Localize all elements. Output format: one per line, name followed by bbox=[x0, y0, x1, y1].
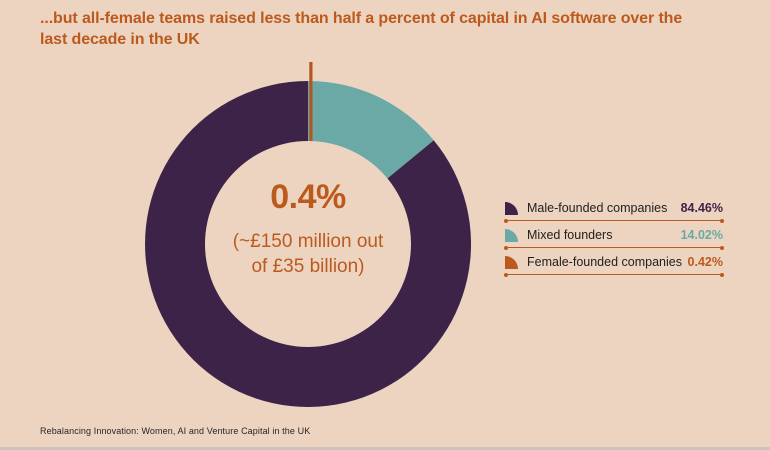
donut-center-label: 0.4% (~£150 million out of £35 billion) bbox=[198, 178, 418, 279]
mixed-segment-swatch-icon bbox=[505, 228, 518, 242]
legend-label: Mixed founders bbox=[527, 228, 613, 242]
center-note-line1: (~£150 million out bbox=[232, 231, 384, 252]
legend-value: 0.42% bbox=[687, 255, 723, 269]
bottom-edge-strip bbox=[0, 447, 770, 450]
legend-value: 14.02% bbox=[680, 228, 723, 242]
center-percentage: 0.4% bbox=[270, 178, 346, 216]
female-segment-swatch-icon bbox=[505, 255, 518, 269]
legend-value: 84.46% bbox=[680, 201, 723, 215]
legend-divider bbox=[504, 245, 724, 250]
legend-divider bbox=[504, 272, 724, 277]
legend-divider bbox=[504, 218, 724, 223]
center-note: (~£150 million out of £35 billion) bbox=[198, 229, 418, 279]
male-segment-swatch-icon bbox=[505, 201, 518, 215]
legend-item-male-founded: Male-founded companies 84.46% bbox=[505, 197, 723, 219]
segment-mixed-founders bbox=[308, 81, 434, 179]
legend-item-mixed-founders: Mixed founders 14.02% bbox=[505, 224, 723, 246]
center-note-line2: of £35 billion) bbox=[251, 256, 365, 277]
legend-item-female-founded: Female-founded companies 0.42% bbox=[505, 251, 723, 273]
segment-male-founded bbox=[145, 81, 472, 408]
source-note: Rebalancing Innovation: Women, AI and Ve… bbox=[40, 426, 311, 436]
chart-title: ...but all-female teams raised less than… bbox=[40, 10, 683, 48]
legend: Male-founded companies 84.46% Mixed foun… bbox=[504, 197, 724, 278]
legend-label: Female-founded companies bbox=[527, 255, 682, 269]
legend-label: Male-founded companies bbox=[527, 201, 668, 215]
segment-female-founded-line bbox=[309, 62, 313, 141]
